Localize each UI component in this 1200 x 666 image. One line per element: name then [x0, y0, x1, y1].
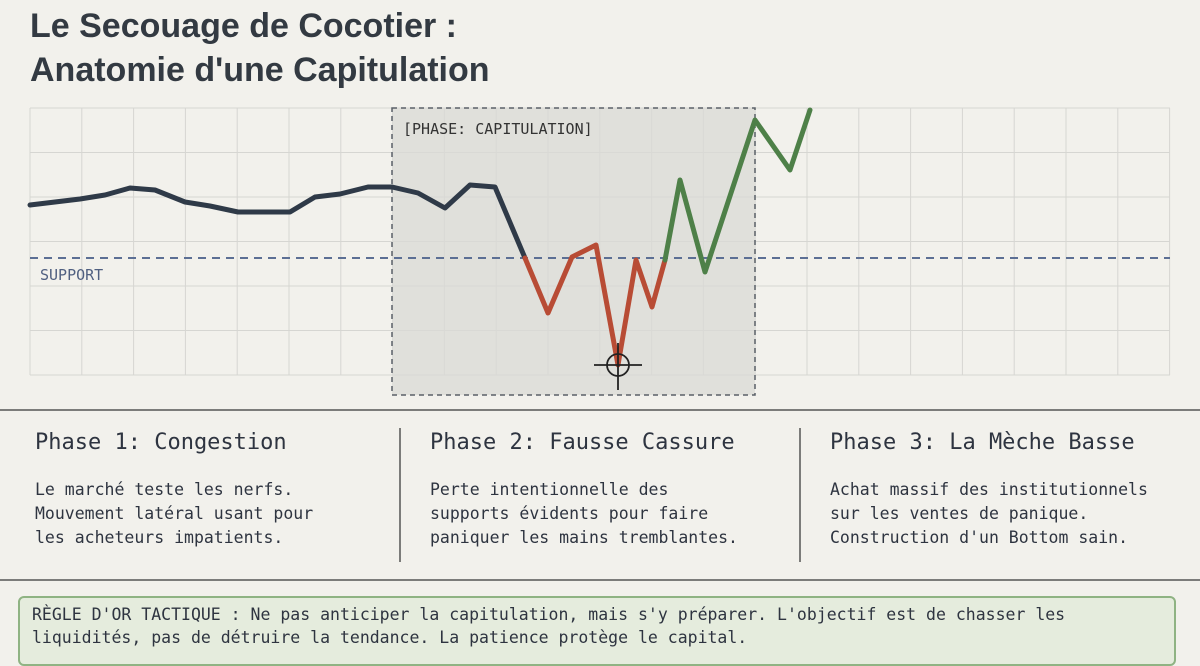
title-line: Le Secouage de Cocotier :	[30, 7, 457, 45]
phase-title: Phase 1: Congestion	[35, 430, 287, 455]
phase-title: Phase 3: La Mèche Basse	[830, 430, 1135, 455]
phase-title: Phase 2: Fausse Cassure	[430, 430, 735, 455]
price-line-capitulation	[522, 242, 668, 368]
phase-text: les acheteurs impatients.	[35, 528, 284, 547]
phase-column: Phase 2: Fausse Cassure Perte intentionne…	[430, 430, 800, 550]
page: Le Secouage de Cocotier : Anatomie d'une…	[0, 4, 1200, 666]
phase-body: Perte intentionnelle des supports évident…	[430, 478, 800, 550]
price-line-congestion	[27, 182, 528, 261]
support-label: SUPPORT	[40, 266, 103, 284]
price-line-recovery	[662, 107, 813, 275]
title: Le Secouage de Cocotier : Anatomie d'une…	[30, 4, 490, 92]
phase-label: [PHASE: CAPITULATION]	[403, 120, 593, 138]
phase-text: supports évidents pour faire	[430, 504, 709, 523]
phase-body: Achat massif des institutionnels sur les …	[830, 478, 1200, 550]
phase-text: Achat massif des institutionnels	[830, 480, 1148, 499]
title-line: Anatomie d'une Capitulation	[30, 51, 490, 89]
phase-text: paniquer les mains tremblantes.	[430, 528, 738, 547]
diagram: [PHASE: CAPITULATION] SUPPORT	[0, 107, 1200, 581]
phase-box	[391, 107, 756, 396]
phase-column: Phase 1: Congestion Le marché teste les n…	[35, 430, 405, 550]
rule-line: RÈGLE D'OR TACTIQUE : Ne pas anticiper l…	[32, 605, 1066, 624]
phase-text: Le marché teste les nerfs.	[35, 480, 294, 499]
crosshair	[594, 343, 642, 390]
rule-line: liquidités, pas de détruire la tendance.…	[32, 628, 748, 647]
rule-box: RÈGLE D'OR TACTIQUE : Ne pas anticiper l…	[18, 596, 1176, 666]
phase-text: Perte intentionnelle des	[430, 480, 669, 499]
phase-column: Phase 3: La Mèche Basse Achat massif des …	[830, 430, 1200, 550]
phase-text: Construction d'un Bottom sain.	[830, 528, 1129, 547]
phase-body: Le marché teste les nerfs. Mouvement laté…	[35, 478, 405, 550]
phase-text: Mouvement latéral usant pour	[35, 504, 314, 523]
phase-text: sur les ventes de panique.	[830, 504, 1089, 523]
